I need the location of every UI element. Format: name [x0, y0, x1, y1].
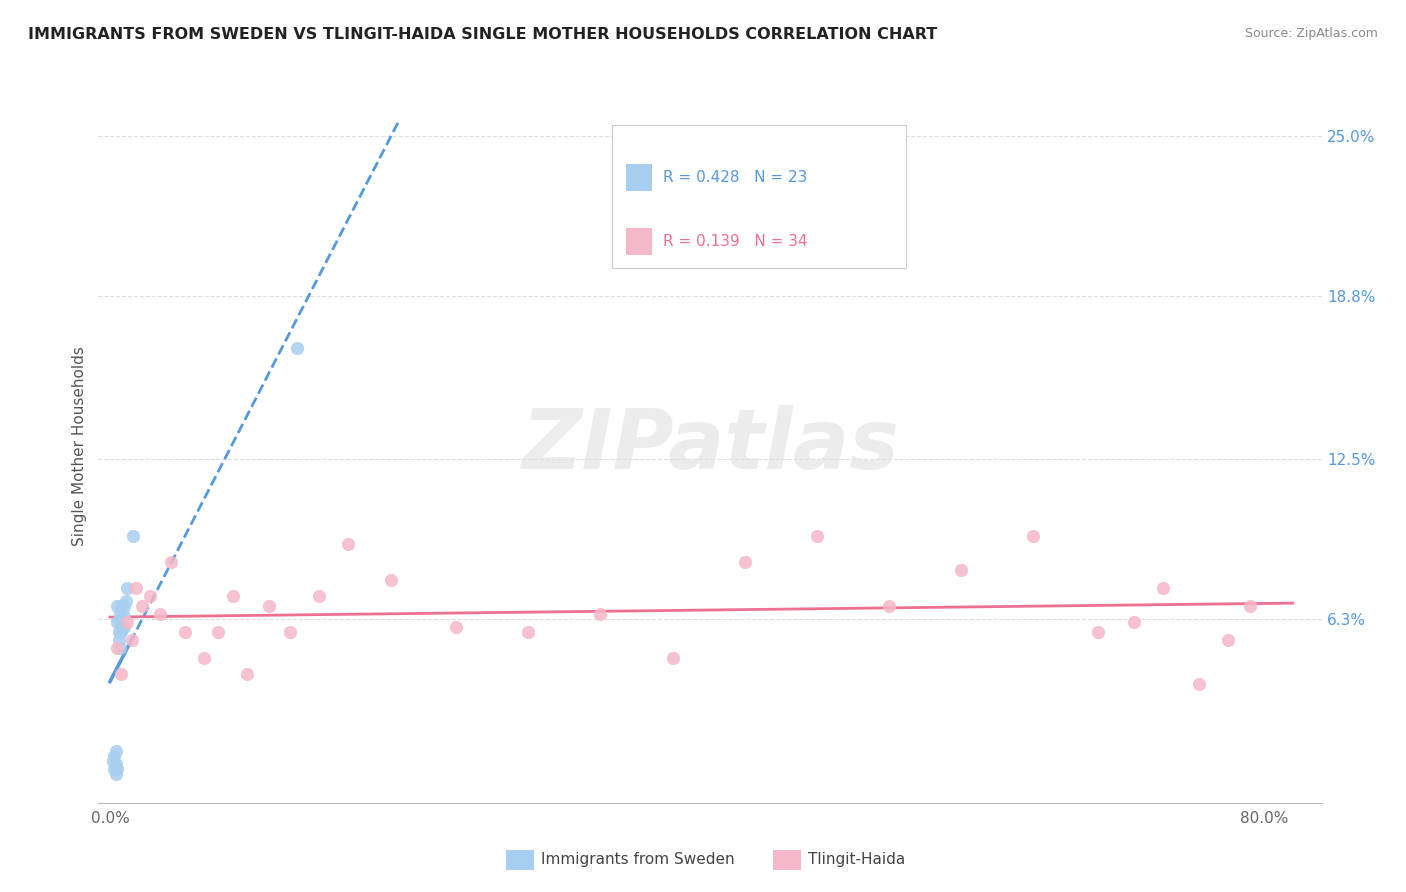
Point	[101, 755, 124, 769]
Point	[117, 581, 139, 595]
Point	[108, 640, 131, 655]
Point	[661, 651, 683, 665]
Point	[287, 341, 309, 355]
Point	[111, 607, 134, 621]
Text: IMMIGRANTS FROM SWEDEN VS TLINGIT-HAIDA SINGLE MOTHER HOUSEHOLDS CORRELATION CHA: IMMIGRANTS FROM SWEDEN VS TLINGIT-HAIDA …	[28, 27, 938, 42]
Point	[110, 666, 132, 681]
Point	[105, 762, 128, 776]
Point	[108, 607, 131, 621]
Point	[236, 666, 259, 681]
Point	[193, 651, 215, 665]
Point	[278, 625, 301, 640]
Point	[207, 625, 229, 640]
Point	[221, 589, 243, 603]
Point	[110, 625, 132, 640]
Point	[589, 607, 612, 621]
Point	[110, 599, 132, 614]
Text: Immigrants from Sweden: Immigrants from Sweden	[541, 853, 735, 867]
Text: R = 0.428   N = 23: R = 0.428 N = 23	[662, 170, 807, 185]
Point	[159, 555, 181, 569]
Point	[1188, 677, 1211, 691]
Point	[104, 767, 127, 781]
Point	[104, 757, 127, 772]
Point	[308, 589, 330, 603]
Point	[104, 744, 127, 758]
Point	[105, 615, 128, 629]
Point	[139, 589, 162, 603]
Point	[107, 625, 129, 640]
Point	[380, 574, 402, 588]
Point	[336, 537, 359, 551]
Point	[122, 529, 145, 543]
Point	[112, 620, 135, 634]
Y-axis label: Single Mother Households: Single Mother Households	[72, 346, 87, 546]
Point	[112, 599, 135, 614]
Point	[806, 529, 828, 543]
Point	[105, 640, 128, 655]
Point	[117, 615, 139, 629]
Point	[103, 762, 125, 776]
Text: Tlingit-Haida: Tlingit-Haida	[808, 853, 905, 867]
Point	[131, 599, 153, 614]
Point	[734, 555, 756, 569]
Point	[517, 625, 540, 640]
Point	[121, 632, 143, 647]
Point	[105, 599, 128, 614]
Point	[1216, 632, 1239, 647]
Point	[149, 607, 172, 621]
Point	[877, 599, 900, 614]
Point	[1123, 615, 1146, 629]
Point	[108, 615, 131, 629]
Text: Source: ZipAtlas.com: Source: ZipAtlas.com	[1244, 27, 1378, 40]
Point	[1022, 529, 1045, 543]
Text: ZIPatlas: ZIPatlas	[522, 406, 898, 486]
Point	[950, 563, 973, 577]
Point	[1087, 625, 1109, 640]
Point	[257, 599, 280, 614]
Point	[107, 632, 129, 647]
Point	[1239, 599, 1261, 614]
Point	[1152, 581, 1174, 595]
Point	[174, 625, 197, 640]
Text: R = 0.139   N = 34: R = 0.139 N = 34	[662, 235, 807, 249]
Point	[103, 749, 125, 764]
Point	[444, 620, 467, 634]
Point	[125, 581, 148, 595]
Point	[114, 594, 136, 608]
